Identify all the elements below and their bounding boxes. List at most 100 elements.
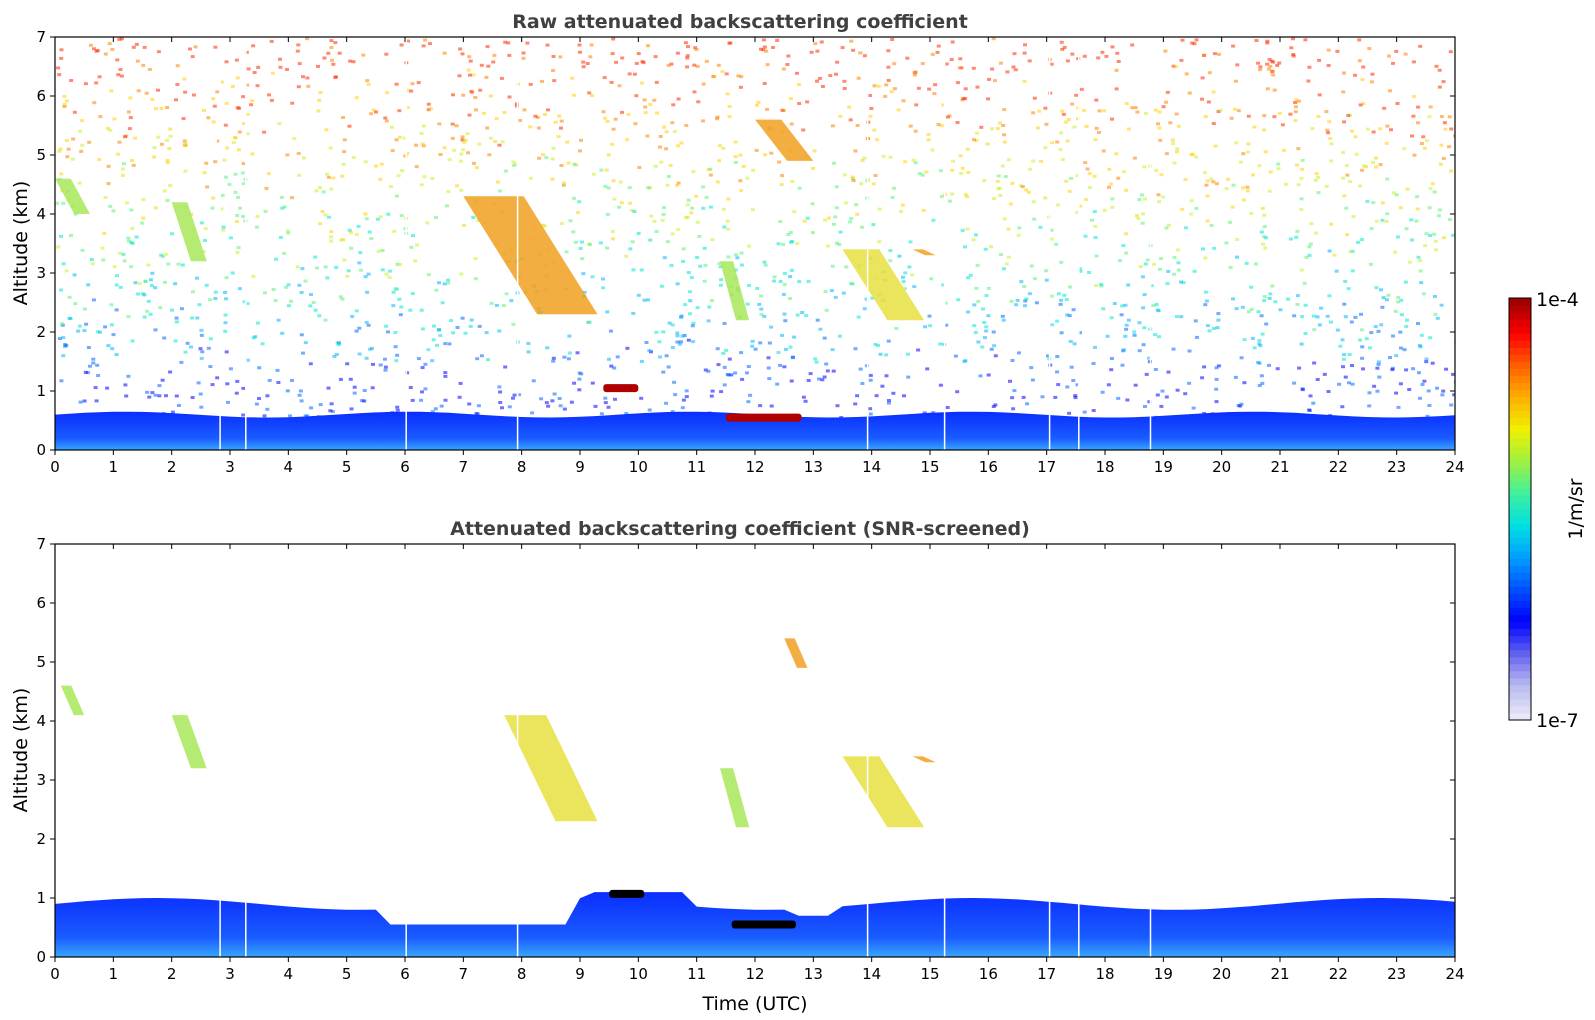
noise-pixel: [735, 256, 740, 260]
colorbar-step: [1509, 713, 1531, 721]
noise-pixel: [1224, 187, 1229, 191]
noise-pixel: [739, 351, 744, 355]
x-tick-label: 13: [804, 965, 823, 983]
noise-pixel: [951, 159, 956, 163]
noise-pixel: [803, 399, 808, 403]
noise-pixel: [1200, 76, 1205, 80]
noise-pixel: [459, 272, 464, 276]
noise-pixel: [858, 367, 863, 371]
noise-pixel: [1194, 38, 1199, 42]
noise-pixel: [493, 140, 498, 143]
noise-pixel: [1226, 177, 1231, 181]
noise-pixel: [212, 104, 217, 108]
noise-pixel: [603, 401, 608, 405]
noise-pixel: [1065, 313, 1070, 317]
noise-pixel: [364, 217, 369, 221]
noise-pixel: [1317, 323, 1322, 327]
noise-pixel: [724, 348, 729, 352]
colorbar-step: [1509, 691, 1531, 700]
noise-pixel: [684, 389, 689, 393]
noise-pixel: [1179, 280, 1183, 284]
noise-pixel: [832, 222, 836, 226]
noise-pixel: [955, 81, 960, 85]
noise-pixel: [1214, 387, 1219, 391]
noise-pixel: [605, 246, 610, 250]
noise-pixel: [1000, 164, 1005, 168]
noise-pixel: [1172, 255, 1177, 259]
noise-pixel: [979, 125, 984, 129]
noise-pixel: [1135, 214, 1139, 218]
noise-pixel: [1377, 375, 1382, 379]
noise-pixel: [1034, 301, 1039, 305]
noise-pixel: [59, 56, 64, 60]
noise-pixel: [126, 236, 131, 240]
noise-pixel: [681, 247, 686, 251]
noise-pixel: [738, 153, 743, 157]
noise-pixel: [1120, 363, 1125, 367]
noise-pixel: [769, 151, 774, 155]
noise-pixel: [998, 194, 1003, 197]
x-tick-label: 10: [629, 458, 648, 476]
noise-pixel: [338, 377, 343, 381]
noise-pixel: [96, 374, 101, 377]
noise-pixel: [924, 170, 929, 174]
noise-pixel: [722, 322, 727, 325]
noise-pixel: [1303, 303, 1308, 307]
noise-pixel: [989, 347, 994, 351]
colorbar-step: [1509, 572, 1531, 580]
noise-pixel: [451, 331, 456, 335]
noise-pixel: [340, 297, 345, 301]
noise-pixel: [725, 219, 730, 223]
colorbar-step: [1509, 607, 1531, 616]
noise-pixel: [408, 386, 413, 389]
noise-pixel: [897, 254, 902, 258]
y-tick-label: 1: [36, 382, 46, 400]
colorbar-step: [1509, 656, 1531, 665]
noise-pixel: [1422, 379, 1427, 383]
noise-pixel: [875, 138, 880, 142]
noise-pixel: [842, 173, 847, 177]
noise-pixel: [888, 249, 893, 253]
noise-pixel: [1157, 110, 1162, 114]
noise-pixel: [1346, 287, 1351, 291]
noise-pixel: [939, 194, 944, 198]
noise-pixel: [467, 113, 472, 117]
noise-pixel: [502, 111, 507, 114]
noise-pixel: [236, 196, 241, 199]
noise-pixel: [908, 240, 913, 244]
noise-pixel: [1147, 356, 1152, 360]
noise-pixel: [224, 60, 229, 64]
noise-pixel: [428, 42, 432, 46]
noise-pixel: [1144, 111, 1149, 115]
noise-pixel: [399, 43, 404, 47]
noise-pixel: [430, 410, 435, 414]
noise-pixel: [255, 214, 260, 218]
noise-pixel: [931, 218, 936, 222]
noise-pixel: [500, 406, 504, 410]
noise-pixel: [457, 74, 462, 78]
noise-pixel: [383, 116, 388, 120]
noise-pixel: [762, 260, 767, 264]
noise-pixel: [337, 51, 342, 55]
noise-pixel: [805, 216, 810, 220]
noise-pixel: [972, 138, 976, 142]
noise-pixel: [676, 97, 681, 101]
noise-pixel: [1264, 236, 1269, 240]
noise-pixel: [1203, 115, 1208, 119]
noise-pixel: [233, 172, 238, 176]
noise-pixel: [788, 231, 793, 234]
noise-pixel: [1403, 280, 1408, 284]
noise-pixel: [154, 107, 158, 111]
noise-pixel: [691, 321, 696, 325]
noise-pixel: [369, 237, 374, 241]
noise-pixel: [1176, 124, 1181, 128]
noise-pixel: [609, 364, 614, 368]
noise-pixel: [1374, 165, 1379, 169]
noise-pixel: [435, 343, 439, 347]
noise-pixel: [475, 166, 479, 170]
noise-pixel: [817, 377, 821, 381]
noise-pixel: [777, 160, 782, 164]
x-tick-label: 8: [517, 458, 527, 476]
noise-pixel: [1176, 261, 1181, 265]
